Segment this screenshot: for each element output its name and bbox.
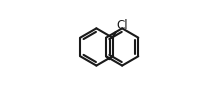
Text: Cl: Cl	[116, 19, 128, 32]
